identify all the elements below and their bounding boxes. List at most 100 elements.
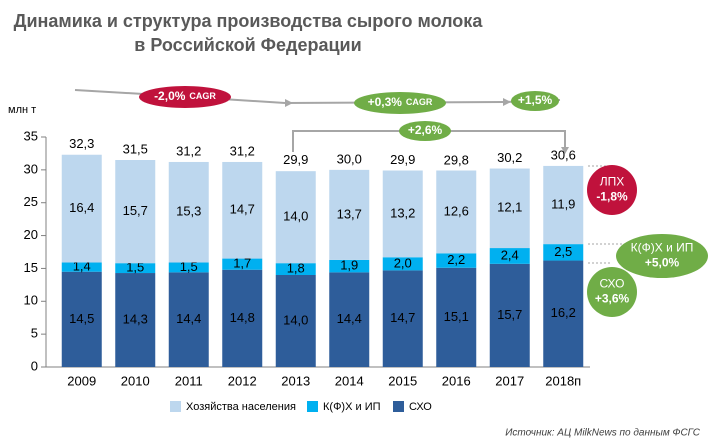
value-label: 14,7 (390, 310, 415, 325)
value-label: 12,1 (497, 200, 522, 215)
value-label: 1,7 (233, 256, 251, 271)
annotation-text: +5,0% (645, 256, 680, 270)
annotation-text: +0,3% CAGR (368, 95, 433, 109)
arrow-heads (285, 98, 569, 154)
value-label: 15,7 (123, 203, 148, 218)
annotation-text: +1,5% (518, 93, 553, 107)
value-label: 16,2 (551, 305, 576, 320)
legend-swatch (393, 401, 404, 412)
legend-swatch (170, 401, 181, 412)
annotation-text: +1,5% (518, 93, 553, 107)
y-tick-label: 20 (24, 227, 38, 242)
bar-segment (168, 161, 209, 263)
annotation-text: CAGR (189, 91, 216, 101)
annotation-text: ЛПХ (600, 175, 625, 189)
x-tick-label: 2012 (228, 373, 257, 388)
annotation-badge (511, 91, 559, 111)
legend-swatch (307, 401, 318, 412)
chart-title: в Российской Федерации (134, 35, 361, 55)
bar-segment (543, 260, 584, 367)
value-label: 14,4 (337, 311, 362, 326)
value-label: 13,7 (337, 206, 362, 221)
y-tick-label: 25 (24, 194, 38, 209)
value-label: 11,9 (551, 196, 575, 211)
annotation-badge (587, 165, 637, 215)
value-label: 14,5 (69, 311, 94, 326)
value-label: 2,2 (447, 252, 465, 267)
value-label: 14,3 (123, 311, 148, 326)
bar-segment (115, 160, 156, 264)
y-tick-label: 0 (31, 358, 38, 373)
total-label: 29,8 (444, 153, 469, 168)
total-label: 32,3 (69, 136, 94, 151)
annotation-badge (399, 121, 451, 141)
value-label: 1,9 (340, 258, 358, 273)
x-tick-label: 2014 (335, 373, 364, 388)
source: Источник: АЦ MilkNews по данным ФСГС (505, 428, 700, 439)
bar-segment (168, 262, 209, 273)
value-label: 15,3 (176, 204, 201, 219)
bar-segment (275, 275, 316, 367)
y-tick-label: 5 (31, 326, 38, 341)
value-label: 1,5 (126, 260, 144, 275)
value-label: 14,0 (283, 209, 308, 224)
total-label: 30,0 (337, 151, 362, 166)
x-tick-label: 2009 (67, 373, 96, 388)
value-label: 14,8 (230, 310, 255, 325)
total-label: 30,2 (497, 150, 522, 165)
bar-segment (489, 248, 530, 264)
legend-label: СХО (409, 401, 432, 413)
annotation-text: +0,3% (368, 95, 403, 109)
value-label: 2,4 (501, 247, 519, 262)
x-tick-label: 2015 (388, 373, 417, 388)
bar-segment (382, 270, 423, 367)
x-tick-label: 2017 (495, 373, 524, 388)
total-label: 31,5 (123, 141, 148, 156)
annotation-badge (616, 234, 708, 278)
y-tick-label: 10 (24, 293, 38, 308)
value-label: 14,7 (230, 202, 255, 217)
y-tick-label: 35 (24, 128, 38, 143)
value-label: 13,2 (390, 205, 415, 220)
bar-segment (329, 259, 370, 273)
legend-label: К(Ф)Х и ИП (323, 401, 381, 413)
annotation-badge (587, 267, 637, 317)
value-label: 1,5 (180, 259, 198, 274)
annotation-text: К(Ф)Х и ИП (631, 241, 694, 255)
annotation-text: -1,8% (596, 190, 628, 204)
chart-title: Динамика и структура производства сырого… (14, 11, 484, 31)
bar-segment (115, 263, 156, 274)
x-tick-label: 2011 (175, 373, 203, 388)
bar-segment (115, 273, 156, 367)
bar-segment (489, 168, 530, 249)
bar-segment (222, 269, 263, 367)
value-label: 15,1 (444, 309, 469, 324)
bar-segment (329, 272, 370, 367)
bar-segment (275, 263, 316, 275)
total-label: 31,2 (176, 143, 201, 158)
bar-segment (61, 262, 102, 272)
value-label: 2,5 (554, 244, 572, 259)
annotation-badge (139, 86, 231, 108)
bar-segment (543, 165, 584, 245)
bar-segment (275, 171, 316, 264)
bar-segment (382, 170, 423, 258)
value-label: 14,0 (283, 312, 308, 327)
value-label: 15,7 (497, 307, 522, 322)
value-label: 14,4 (176, 311, 201, 326)
bar-segment (436, 253, 477, 268)
bar-segment (436, 267, 477, 367)
total-label: 31,2 (230, 143, 255, 158)
annotation-text: +2,6% (408, 123, 443, 137)
bar-segment (222, 161, 263, 259)
annotation-badge (354, 92, 446, 114)
bar-segment (329, 169, 370, 260)
legend-label: Хозяйства населения (186, 401, 296, 413)
y-axis-label: млн т (8, 104, 36, 116)
bar-segment (61, 154, 102, 263)
x-tick-label: 2010 (121, 373, 150, 388)
value-label: 2,0 (394, 255, 412, 270)
y-tick-label: 30 (24, 161, 38, 176)
bar-segment (489, 263, 530, 367)
